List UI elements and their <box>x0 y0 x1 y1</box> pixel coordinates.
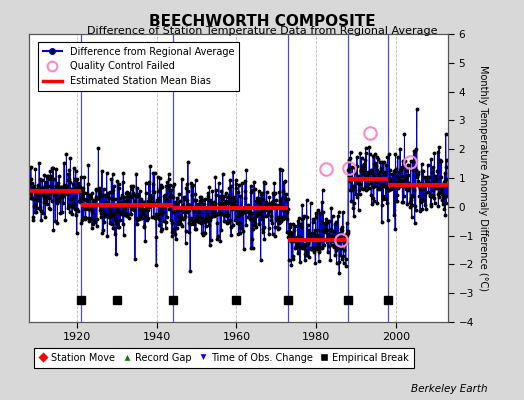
Text: BEECHWORTH COMPOSITE: BEECHWORTH COMPOSITE <box>149 14 375 29</box>
Y-axis label: Monthly Temperature Anomaly Difference (°C): Monthly Temperature Anomaly Difference (… <box>478 65 488 291</box>
Text: Berkeley Earth: Berkeley Earth <box>411 384 487 394</box>
Text: Difference of Station Temperature Data from Regional Average: Difference of Station Temperature Data f… <box>87 26 437 36</box>
Legend: Station Move, Record Gap, Time of Obs. Change, Empirical Break: Station Move, Record Gap, Time of Obs. C… <box>34 348 413 368</box>
